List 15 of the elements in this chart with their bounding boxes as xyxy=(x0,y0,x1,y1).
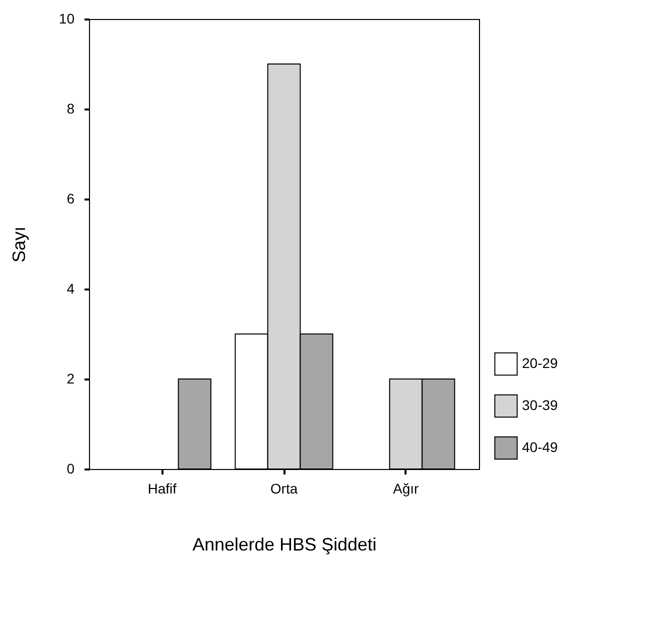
y-tick-label: 8 xyxy=(66,100,75,116)
x-axis-title: Annelerde HBS Şiddeti xyxy=(192,534,377,554)
y-tick-label: 6 xyxy=(66,190,75,206)
y-tick-label: 0 xyxy=(66,460,75,476)
y-tick-label: 10 xyxy=(58,10,75,26)
x-tick-label: Orta xyxy=(270,480,298,496)
legend-label: 30-39 xyxy=(522,397,558,413)
x-tick-label: Ağır xyxy=(393,480,420,496)
y-axis-title: Sayı xyxy=(8,226,29,263)
y-tick-label: 4 xyxy=(66,280,75,296)
legend-label: 40-49 xyxy=(522,439,558,455)
y-tick-label: 2 xyxy=(66,370,75,386)
legend-label: 20-29 xyxy=(522,355,558,371)
x-tick-label: Hafif xyxy=(148,480,177,496)
bar xyxy=(178,378,212,470)
